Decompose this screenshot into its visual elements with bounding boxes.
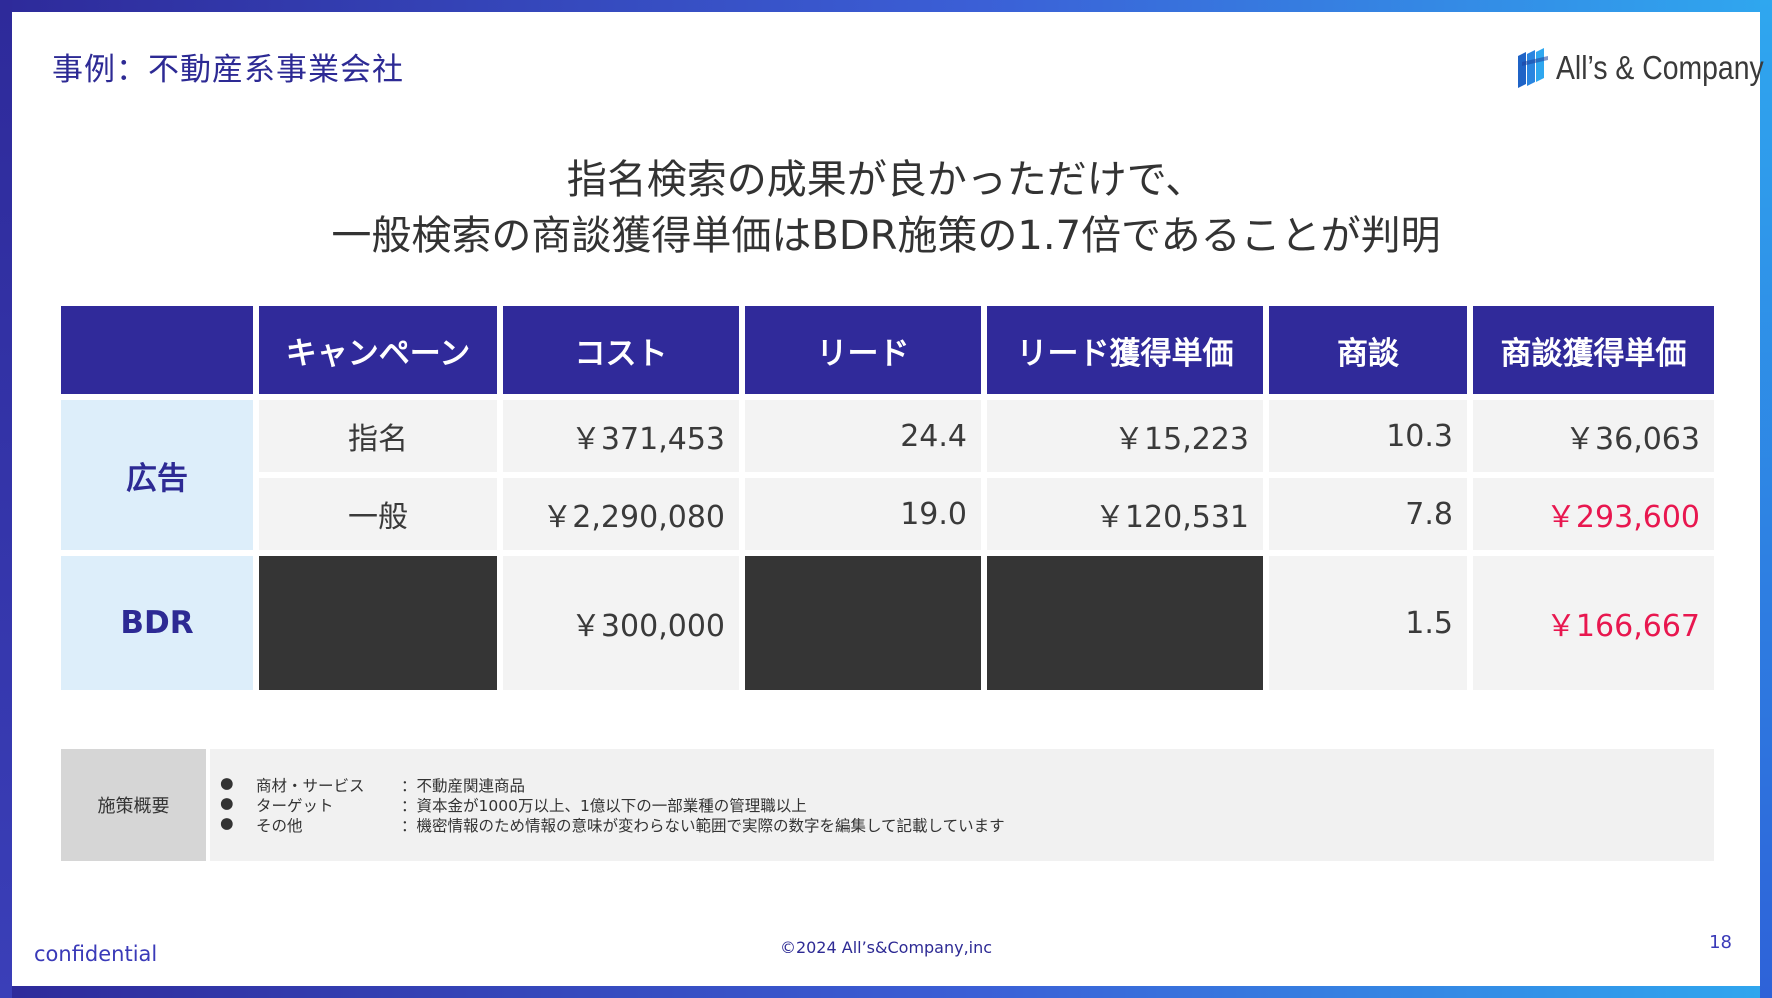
table-cell-cost-per-lead: ￥15,223 — [987, 400, 1263, 472]
note-key: ターゲット — [256, 797, 334, 815]
row-group-label-ads: 広告 — [61, 400, 253, 550]
column-header-blank — [61, 306, 253, 394]
page-number: 18 — [1709, 932, 1732, 953]
row-group-label-bdr: BDR — [61, 556, 253, 690]
note-bullet: ● — [220, 794, 234, 812]
column-header-cost-per-meeting: 商談獲得単価 — [1473, 306, 1714, 394]
company-logo: All’s & Company — [1518, 46, 1772, 90]
stacked-bars-logo-icon — [1518, 48, 1548, 88]
note-bullet: ● — [220, 814, 234, 832]
logo-text: All’s & Company — [1556, 49, 1764, 86]
table-cell-leads: 19.0 — [745, 478, 981, 550]
column-header-campaign: キャンペーン — [259, 306, 497, 394]
redacted-cell-campaign — [259, 556, 497, 690]
frame-top-border — [0, 0, 1772, 12]
note-item: ● ターゲット ：資本金が1000万以上、1億以下の一部業種の管理職以上 — [220, 794, 807, 816]
frame-bottom-border — [0, 986, 1772, 998]
copyright-notice: ©2024 All’s&Company,inc — [779, 938, 993, 957]
note-value: ：不動産関連商品 — [401, 777, 526, 795]
note-item: ● その他 ：機密情報のため情報の意味が変わらない範囲で実際の数字を編集して記載… — [220, 814, 1005, 836]
note-key: 商材・サービス — [256, 777, 365, 795]
table-cell-meetings: 1.5 — [1269, 556, 1467, 690]
column-header-cost-per-lead: リード獲得単価 — [987, 306, 1263, 394]
frame-left-border — [0, 0, 12, 998]
note-key: その他 — [256, 817, 303, 835]
table-cell-cost-per-lead: ￥120,531 — [987, 478, 1263, 550]
redacted-cell-leads — [745, 556, 981, 690]
table-cell-cost-per-meeting: ￥36,063 — [1473, 400, 1714, 472]
headline-line-1: 指名検索の成果が良かっただけで、 — [566, 157, 1206, 203]
column-header-leads: リード — [745, 306, 981, 394]
redacted-cell-cost-per-lead — [987, 556, 1263, 690]
table-cell-cost-per-meeting-highlight: ￥166,667 — [1473, 556, 1714, 690]
slide-headline: 指名検索の成果が良かっただけで、 一般検索の商談獲得単価はBDR施策の1.7倍で… — [0, 152, 1772, 264]
table-cell-cost: ￥2,290,080 — [503, 478, 739, 550]
table-cell-meetings: 7.8 — [1269, 478, 1467, 550]
table-cell-cost-per-meeting-highlight: ￥293,600 — [1473, 478, 1714, 550]
column-header-meetings: 商談 — [1269, 306, 1467, 394]
note-bullet: ● — [220, 774, 234, 792]
confidential-label: confidential — [34, 942, 158, 966]
note-label: 施策概要 — [61, 749, 206, 861]
table-cell-cost: ￥371,453 — [503, 400, 739, 472]
frame-right-border — [1760, 0, 1772, 998]
table-cell-campaign: 指名 — [259, 400, 497, 472]
table-cell-cost: ￥300,000 — [503, 556, 739, 690]
table-cell-campaign: 一般 — [259, 478, 497, 550]
note-value: ：資本金が1000万以上、1億以下の一部業種の管理職以上 — [401, 797, 807, 815]
note-body: ● 商材・サービス ：不動産関連商品 ● ターゲット ：資本金が1000万以上、… — [210, 749, 1714, 861]
headline-line-2: 一般検索の商談獲得単価はBDR施策の1.7倍であることが判明 — [331, 213, 1441, 259]
table-cell-meetings: 10.3 — [1269, 400, 1467, 472]
column-header-cost: コスト — [503, 306, 739, 394]
note-value: ：機密情報のため情報の意味が変わらない範囲で実際の数字を編集して記載しています — [401, 817, 1005, 835]
table-cell-leads: 24.4 — [745, 400, 981, 472]
note-item: ● 商材・サービス ：不動産関連商品 — [220, 774, 525, 796]
page-heading: 事例：不動産系事業会社 — [52, 52, 404, 88]
